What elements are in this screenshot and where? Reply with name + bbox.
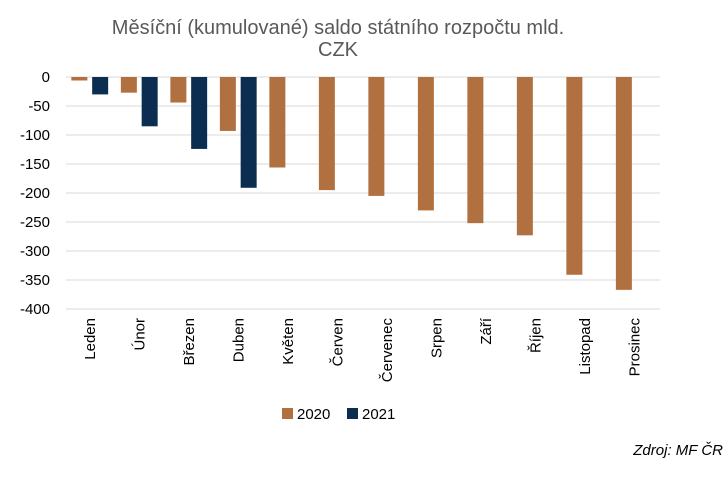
legend-label-2021: 2021 bbox=[362, 406, 395, 423]
source-note: Zdroj: MF ČR bbox=[633, 442, 723, 459]
y-tick-label: -150 bbox=[20, 156, 50, 173]
bar-2020-8 bbox=[417, 77, 434, 211]
bar-2020-3 bbox=[170, 77, 187, 103]
bar-2020-11 bbox=[566, 77, 583, 275]
y-axis-ticks: 0 -50 -100 -150 -200 -250 -300 -350 -400 bbox=[20, 69, 50, 318]
gridlines bbox=[66, 76, 660, 310]
x-category-label: Květen bbox=[280, 318, 297, 365]
bar-2020-2 bbox=[120, 77, 137, 93]
chart-title-line-1: Měsíční (kumulované) saldo státního rozp… bbox=[112, 17, 564, 39]
x-category-label: Listopad bbox=[577, 318, 594, 375]
x-category-label: Březen bbox=[181, 318, 198, 366]
x-category-label: Červen bbox=[329, 318, 346, 366]
x-category-label: Červenec bbox=[379, 318, 396, 383]
x-category-label: Září bbox=[478, 317, 495, 345]
bar-2020-12 bbox=[615, 77, 632, 290]
bar-2020-7 bbox=[368, 77, 385, 196]
legend-swatch-2021 bbox=[347, 408, 358, 419]
bar-2020-5 bbox=[269, 77, 286, 168]
x-category-label: Únor bbox=[131, 318, 148, 351]
y-tick-label: -250 bbox=[20, 214, 50, 231]
bar-2020-4 bbox=[219, 77, 236, 131]
y-tick-label: -50 bbox=[28, 98, 50, 115]
y-tick-label: -100 bbox=[20, 127, 50, 144]
bar-2021-1 bbox=[92, 77, 109, 95]
bar-2020-10 bbox=[516, 77, 533, 236]
x-axis-labels: Leden Únor Březen Duben Květen Červen Červenec… bbox=[82, 317, 644, 382]
x-category-label: Duben bbox=[230, 318, 247, 362]
legend: 2020 2021 bbox=[282, 406, 395, 423]
legend-swatch-2020 bbox=[282, 408, 293, 419]
y-tick-label: -400 bbox=[20, 301, 50, 318]
y-tick-label: -200 bbox=[20, 185, 50, 202]
bar-2021-3 bbox=[191, 77, 208, 149]
legend-label-2020: 2020 bbox=[297, 406, 330, 423]
x-category-label: Srpen bbox=[428, 318, 445, 358]
chart-title-line-2: CZK bbox=[318, 39, 359, 61]
y-tick-label: -300 bbox=[20, 243, 50, 260]
bar-2020-1 bbox=[71, 77, 88, 81]
x-category-label: Říjen bbox=[527, 318, 544, 353]
x-category-label: Prosinec bbox=[626, 318, 643, 377]
y-tick-label: -350 bbox=[20, 272, 50, 289]
bar-2021-2 bbox=[141, 77, 158, 127]
bar-2021-4 bbox=[240, 77, 257, 188]
bar-2020-6 bbox=[318, 77, 335, 191]
y-tick-label: 0 bbox=[42, 69, 50, 86]
bar-2020-9 bbox=[467, 77, 484, 224]
x-category-label: Leden bbox=[82, 318, 99, 360]
bars bbox=[71, 77, 632, 290]
